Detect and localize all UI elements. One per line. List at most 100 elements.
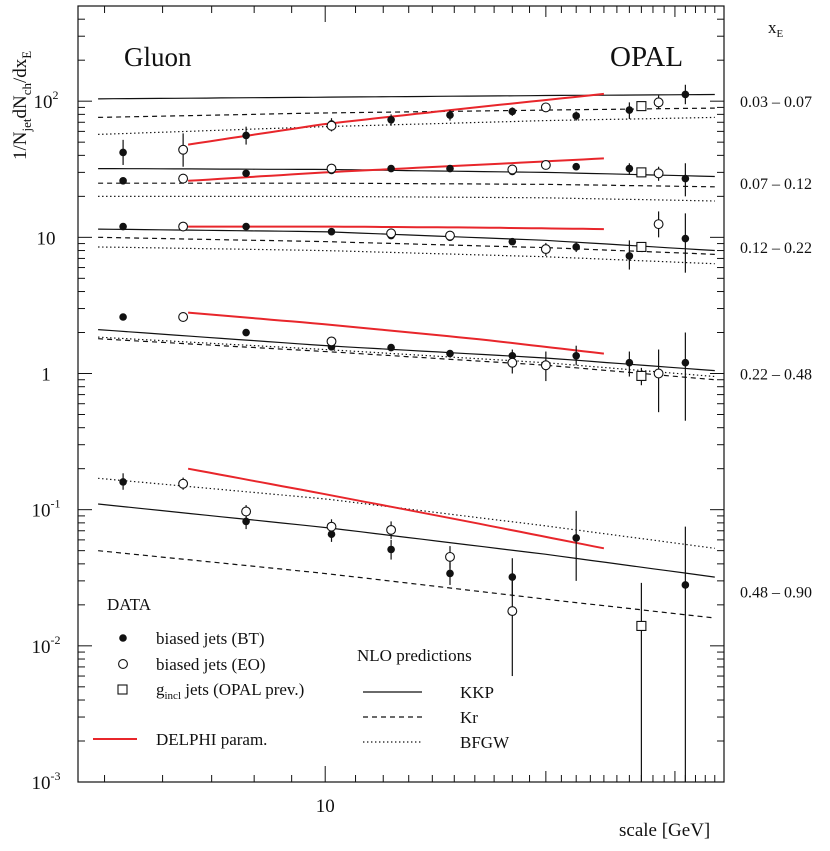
- point-eo: [178, 173, 189, 184]
- legend-label-kkp: KKP: [460, 683, 494, 702]
- point-eo: [326, 163, 337, 174]
- curve-kkp: [98, 93, 715, 100]
- point-bt: [681, 581, 690, 589]
- xe-header-sub: E: [777, 28, 784, 40]
- y-tick-label: 10-2: [32, 633, 61, 658]
- point-eo: [540, 244, 551, 255]
- point-eo: [507, 357, 518, 368]
- point-eo: [178, 312, 189, 322]
- y-tick-label: 102: [34, 88, 59, 113]
- point-incl: [636, 167, 647, 178]
- point-bt: [572, 162, 580, 171]
- legend-label-bt: biased jets (BT): [156, 629, 265, 648]
- x-tick-label: 10: [316, 796, 335, 817]
- xe-bin-labels: 0.03 – 0.07 0.07 – 0.12 0.12 – 0.22 0.22 – …: [740, 94, 812, 601]
- point-eo: [386, 228, 397, 239]
- point-eo: [540, 102, 551, 113]
- y-tick-mantissa: 10: [32, 773, 51, 794]
- point-bt: [387, 343, 395, 352]
- curve-kr: [98, 107, 715, 118]
- legend-incl-sub: incl: [165, 690, 182, 702]
- point-bt: [572, 243, 580, 251]
- point-bt: [625, 358, 634, 367]
- point-eo: [653, 219, 664, 230]
- point-eo: [653, 368, 664, 379]
- legend-marker-eo: [118, 659, 128, 669]
- xe-bin-label: 0.48 – 0.90: [740, 585, 812, 602]
- ylabel-sub1: jet: [19, 118, 34, 132]
- point-bt: [119, 478, 127, 486]
- point-eo: [653, 168, 664, 179]
- point-bt: [681, 90, 690, 99]
- y-tick-mantissa: 10: [34, 92, 53, 113]
- y-tick-exponent: -3: [51, 769, 61, 783]
- curve-delphi-param: [187, 467, 605, 550]
- legend-data-header: DATA: [107, 595, 152, 614]
- y-tick-mantissa: 1: [41, 365, 51, 386]
- point-incl: [636, 101, 647, 112]
- ylabel-tail: /dx: [10, 58, 31, 83]
- curve-kkp: [98, 228, 715, 252]
- point-incl: [636, 370, 647, 381]
- curve-kkp: [98, 329, 715, 372]
- point-bt: [387, 115, 395, 124]
- point-eo: [540, 360, 551, 371]
- ylabel-sub2: ch: [19, 82, 34, 95]
- point-bt: [242, 517, 250, 526]
- legend: DATA biased jets (BT) biased jets (EO) g…: [93, 595, 510, 752]
- point-incl: [636, 620, 647, 631]
- point-bt: [327, 227, 336, 236]
- point-bt: [681, 358, 690, 367]
- point-bt: [572, 112, 580, 120]
- legend-label-incl: gincl jets (OPAL prev.): [156, 680, 304, 702]
- xe-bin-label: 0.12 – 0.22: [740, 240, 812, 257]
- curve-kkp: [98, 168, 715, 178]
- point-eo: [386, 524, 397, 535]
- point-bt: [242, 169, 250, 178]
- point-eo: [445, 551, 455, 562]
- point-eo: [507, 164, 518, 175]
- curve-delphi-param: [188, 311, 605, 355]
- point-bt: [242, 328, 250, 337]
- legend-label-kr: Kr: [460, 708, 478, 727]
- y-tick-mantissa: 10: [32, 637, 51, 658]
- curve-kr: [98, 236, 715, 255]
- point-eo: [653, 97, 664, 108]
- point-bt: [508, 107, 517, 116]
- curve-kr: [98, 182, 715, 188]
- curve-delphi-param: [188, 157, 604, 182]
- point-eo: [178, 221, 189, 232]
- point-bt: [446, 349, 454, 358]
- point-bt: [572, 351, 580, 360]
- point-eo: [326, 336, 337, 347]
- point-bt: [681, 234, 690, 243]
- curve-kkp: [98, 503, 715, 578]
- xe-bin-label: 0.22 – 0.48: [740, 367, 812, 384]
- curve-bfgw: [98, 477, 715, 549]
- y-tick-label: 10-3: [32, 769, 61, 794]
- point-bt: [242, 222, 250, 231]
- curve-delphi-param: [188, 225, 604, 231]
- title-right: OPAL: [610, 41, 683, 73]
- point-eo: [178, 478, 189, 489]
- y-tick-label: 10: [37, 228, 56, 249]
- point-eo: [326, 521, 337, 532]
- point-bt: [572, 534, 580, 542]
- curve-bfgw: [98, 336, 715, 378]
- point-incl: [636, 241, 647, 253]
- ylabel-mid: dN: [10, 95, 31, 119]
- point-bt: [446, 111, 454, 119]
- point-bt: [119, 148, 127, 157]
- legend-marker-bt: [119, 634, 127, 642]
- point-bt: [387, 164, 395, 173]
- point-bt: [119, 222, 127, 231]
- title-left: Gluon: [124, 42, 192, 72]
- curve-bfgw: [98, 116, 715, 135]
- y-tick-exponent: -1: [51, 497, 61, 511]
- legend-label-delphi: DELPHI param.: [156, 730, 267, 749]
- point-eo: [540, 160, 551, 170]
- y-tick-mantissa: 10: [32, 501, 51, 522]
- point-bt: [681, 174, 690, 183]
